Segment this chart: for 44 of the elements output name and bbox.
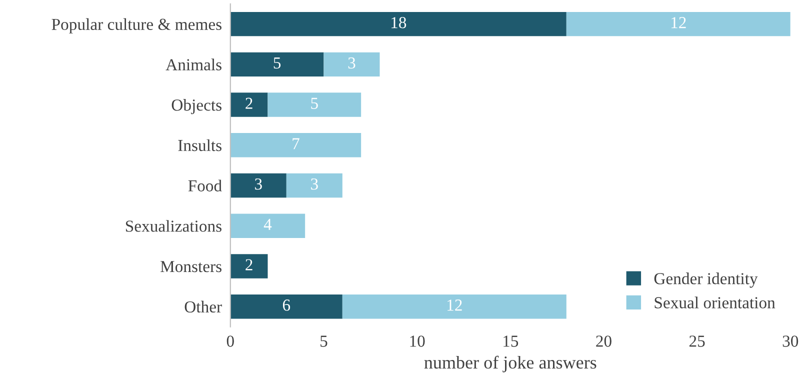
data-label: 18 — [392, 16, 406, 28]
y-tick-label: Sexualizations — [126, 220, 222, 232]
legend-label: Gender identity — [654, 272, 758, 288]
bar — [230, 214, 306, 238]
data-label: 7 — [292, 138, 300, 150]
bar — [230, 12, 566, 36]
data-label: 12 — [448, 300, 462, 311]
y-tick-label: Monsters — [160, 261, 222, 272]
bar — [230, 92, 268, 117]
bar — [230, 52, 324, 77]
y-tick-label: Food — [188, 180, 222, 192]
bar — [230, 254, 268, 278]
bar — [342, 294, 566, 319]
bar — [230, 173, 286, 198]
y-tick-label: Animals — [166, 58, 222, 70]
data-label: 3 — [311, 178, 318, 190]
bar — [286, 173, 342, 198]
x-tick-label: 25 — [689, 336, 705, 347]
legend-label: Sexual orientation — [654, 296, 776, 308]
data-label: 3 — [348, 57, 356, 69]
data-label: 3 — [255, 178, 262, 190]
x-tick-label: 15 — [504, 336, 518, 347]
data-label: 12 — [672, 17, 686, 28]
bar — [230, 133, 362, 158]
data-label: 5 — [311, 98, 318, 109]
x-tick-label: 10 — [410, 336, 425, 347]
data-label: 2 — [246, 259, 252, 270]
x-axis-title: number of joke answers — [424, 356, 596, 372]
y-tick-label: Insults — [178, 139, 222, 152]
x-tick-label: 0 — [226, 336, 234, 347]
bar — [566, 12, 790, 36]
data-label: 2 — [246, 98, 252, 109]
bar — [268, 92, 362, 117]
data-label: 6 — [282, 300, 290, 311]
x-tick-label: 5 — [320, 336, 328, 347]
y-tick-label: Popular culture & memes — [52, 18, 222, 34]
bar — [230, 294, 342, 319]
data-label: 4 — [264, 218, 272, 230]
data-label: 5 — [274, 58, 281, 69]
bar — [324, 52, 380, 77]
x-tick-label: 20 — [596, 336, 612, 347]
x-tick-label: 30 — [782, 336, 798, 347]
y-tick-label: Objects — [172, 99, 222, 114]
y-tick-label: Other — [184, 300, 222, 313]
